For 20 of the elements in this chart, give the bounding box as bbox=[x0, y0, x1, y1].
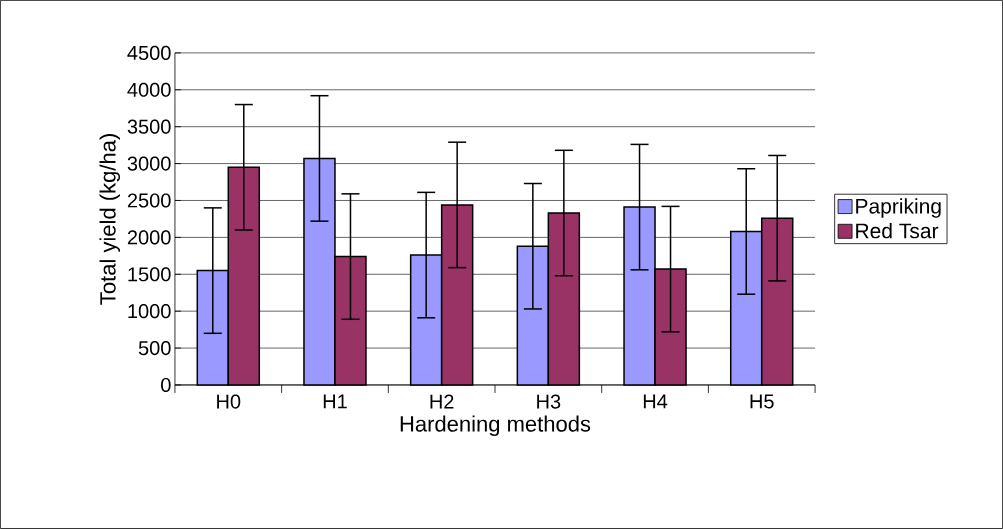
y-tick-label: 0 bbox=[161, 377, 171, 393]
y-tick-label: 2000 bbox=[127, 230, 171, 245]
x-tick-label: H5 bbox=[750, 394, 774, 409]
y-tick-label: 1000 bbox=[128, 304, 171, 319]
x-tick-label: H3 bbox=[537, 394, 561, 409]
y-tick-label: 4000 bbox=[127, 82, 171, 97]
y-axis-title: Total yield (kg/ha) bbox=[99, 134, 121, 305]
y-tick-label: 1500 bbox=[128, 267, 171, 282]
y-tick-label: 3000 bbox=[127, 156, 171, 171]
x-tick-label: H2 bbox=[430, 394, 454, 409]
y-tick-label: 4500 bbox=[127, 45, 171, 61]
legend-label: Papriking bbox=[856, 198, 941, 218]
x-tick-label: H0 bbox=[217, 394, 241, 409]
y-tick-label: 500 bbox=[138, 341, 171, 356]
x-tick-label: H4 bbox=[643, 394, 668, 409]
x-axis-title: Hardening methods bbox=[400, 415, 591, 437]
x-tick-label: H1 bbox=[323, 394, 347, 409]
y-tick-label: 3500 bbox=[127, 119, 171, 134]
legend-label: Red Tsar bbox=[856, 222, 939, 239]
y-tick-label: 2500 bbox=[127, 193, 171, 208]
